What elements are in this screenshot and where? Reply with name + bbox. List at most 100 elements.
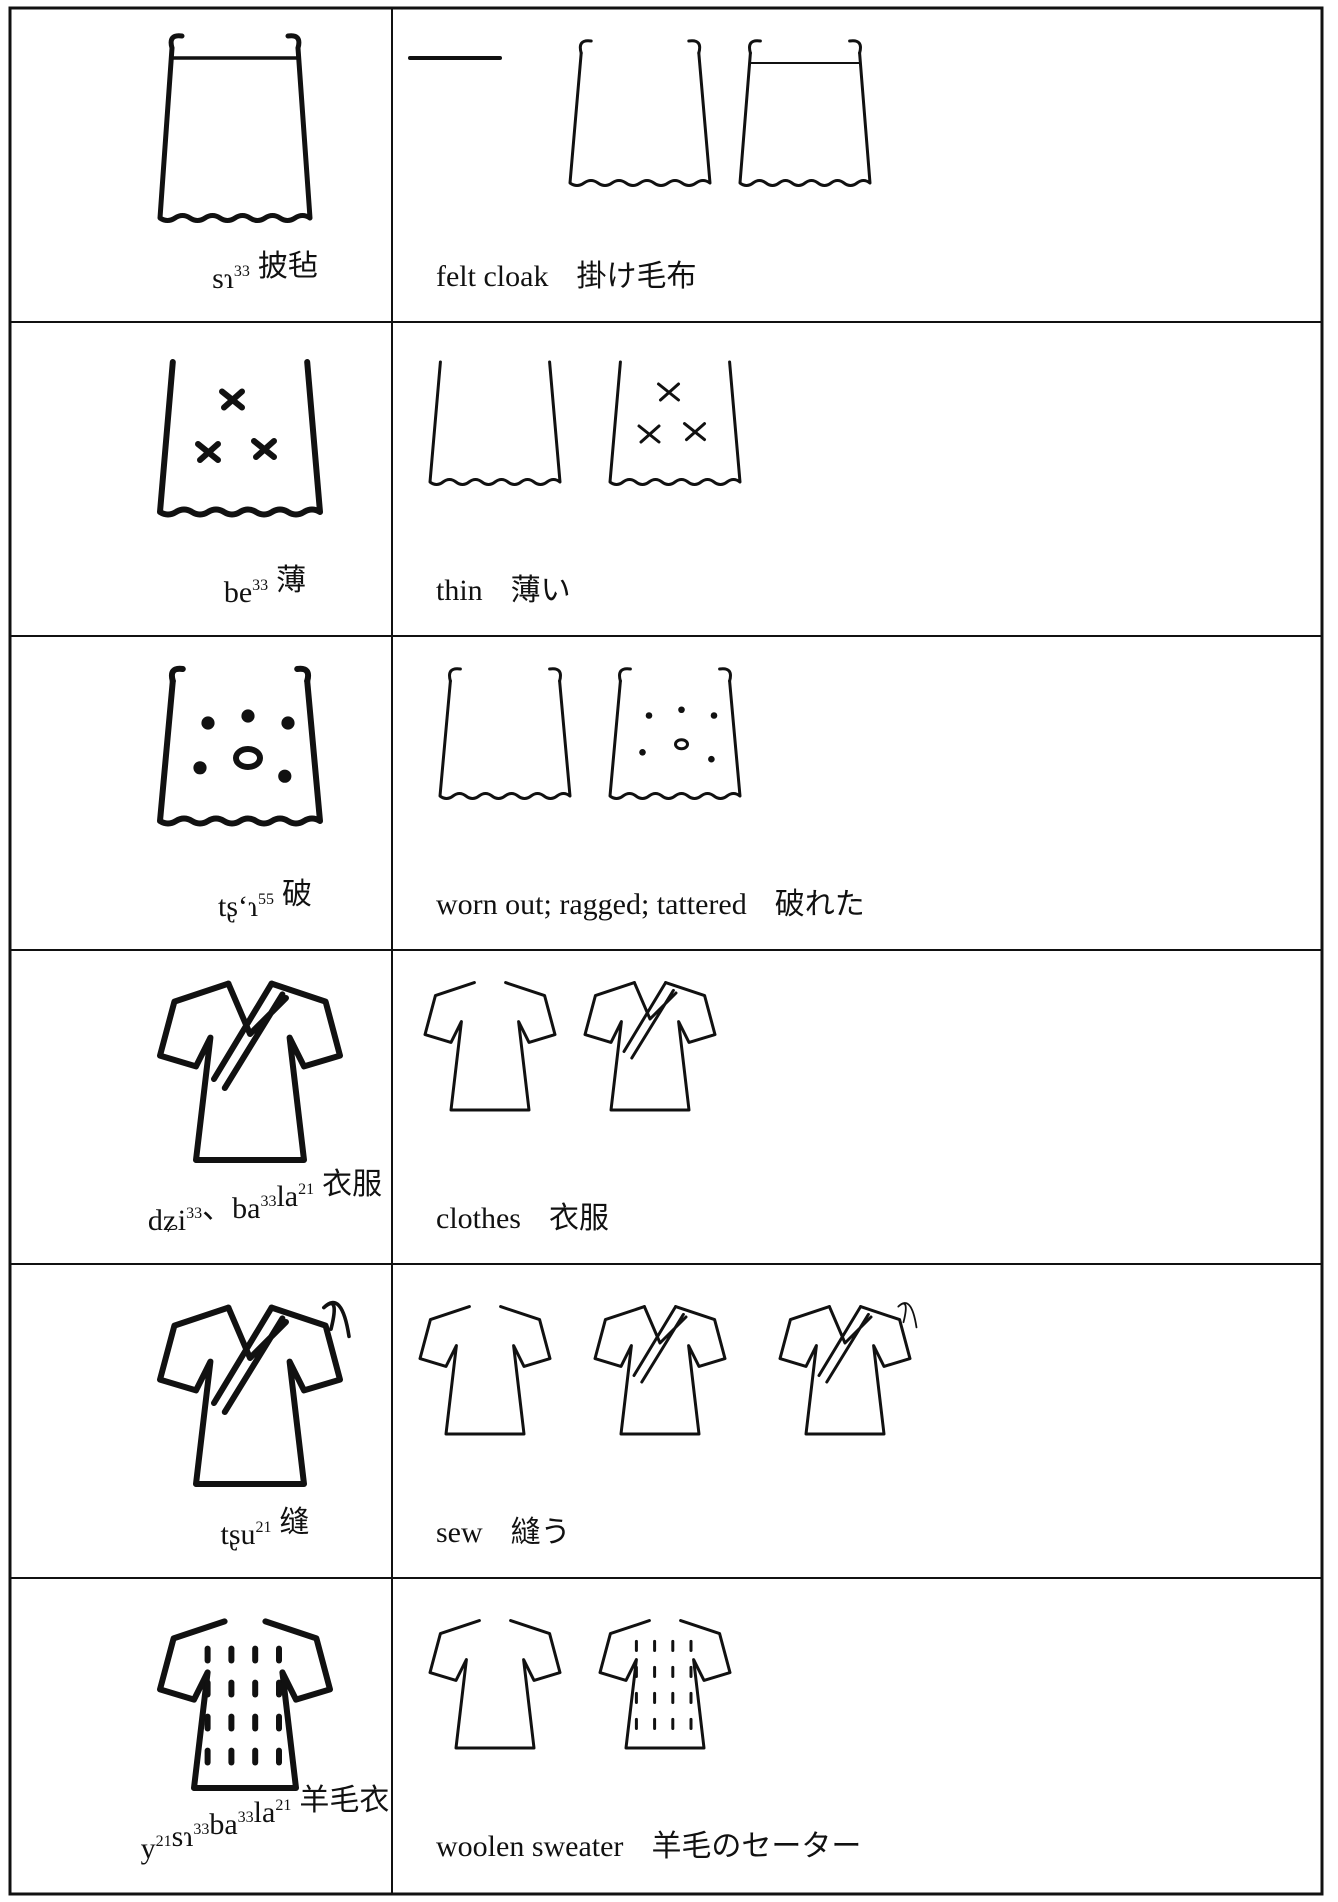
pictograph-stroke	[219, 388, 245, 411]
reading-syllable: y	[141, 1832, 156, 1865]
pictograph-stroke	[168, 33, 302, 51]
tone-number: 21	[156, 1833, 172, 1850]
tone-number: 33	[193, 1821, 209, 1838]
english-gloss: clothes	[436, 1202, 521, 1235]
meaning: woolen sweater 羊毛のセーター	[436, 1830, 861, 1863]
chinese-gloss: 披毡	[258, 250, 318, 283]
japanese-gloss: 羊毛のセーター	[651, 1830, 861, 1863]
meaning: clothes 衣服	[436, 1202, 609, 1235]
reading-syllable: tʂu	[220, 1518, 255, 1551]
pictograph-stroke	[157, 1618, 333, 1791]
pictograph-stroke	[897, 1302, 918, 1329]
reading-syllable: la	[254, 1796, 276, 1829]
tone-number: 33	[260, 1193, 276, 1210]
japanese-gloss: 掛け毛布	[576, 260, 696, 293]
pictograph-stroke	[195, 441, 221, 463]
pictograph-stroke	[251, 438, 277, 460]
tone-number: 21	[275, 1797, 291, 1814]
tone-number: 33	[238, 1809, 254, 1826]
tone-number: 21	[256, 1519, 272, 1536]
chinese-gloss: 破	[282, 878, 312, 911]
pictograph-stroke	[657, 382, 680, 402]
pictograph-stroke	[157, 359, 323, 518]
pictograph-stroke	[418, 1305, 552, 1436]
japanese-gloss: 縫う	[511, 1516, 571, 1549]
pictograph-stroke	[322, 1300, 351, 1339]
japanese-gloss: 破れた	[775, 888, 865, 921]
english-gloss: thin	[436, 574, 483, 607]
pictograph-stroke	[593, 1305, 727, 1436]
pictograph-dot	[201, 716, 215, 730]
pictograph-dot	[241, 709, 255, 723]
pictograph-stroke	[583, 981, 717, 1112]
pictograph-stroke	[622, 981, 678, 1060]
pictograph-stroke	[438, 679, 572, 800]
pictograph-hole	[233, 746, 263, 770]
english-gloss: felt cloak	[436, 260, 548, 293]
pictograph-stroke	[423, 981, 557, 1112]
pictograph-dot	[710, 712, 718, 719]
pictograph-stroke	[817, 1305, 873, 1384]
reading-syllable: 、ba	[202, 1192, 260, 1225]
pictograph-stroke	[428, 1619, 562, 1750]
english-gloss: worn out; ragged; tattered	[436, 888, 747, 921]
english-gloss: woolen sweater	[436, 1830, 623, 1863]
pictograph-dot	[193, 761, 207, 775]
reading-label: tʂʻɿ55 破	[218, 878, 312, 923]
chinese-gloss: 缝	[280, 1506, 310, 1539]
pictograph-stroke	[632, 1305, 688, 1384]
chinese-gloss: 薄	[276, 564, 306, 597]
pictograph-stroke	[157, 980, 343, 1163]
pictograph-dot	[708, 755, 715, 763]
pictograph-stroke	[157, 45, 313, 223]
reading-label: be33 薄	[224, 564, 306, 609]
pictograph-dot	[645, 712, 653, 719]
reading-label: sɿ33 披毡	[212, 250, 318, 295]
pictograph-stroke	[157, 1304, 343, 1487]
pictograph-stroke	[211, 980, 289, 1091]
chinese-gloss: 衣服	[322, 1168, 382, 1201]
tone-number: 33	[252, 577, 268, 594]
reading-label: y21sɿ33ba33la21 羊毛衣	[141, 1784, 390, 1865]
pictograph-dot	[639, 749, 646, 756]
reading-syllable: ba	[209, 1808, 237, 1841]
reading-syllable: sɿ	[172, 1820, 194, 1853]
reading-syllable: sɿ	[212, 262, 234, 295]
meaning: sew 縫う	[436, 1516, 571, 1549]
japanese-gloss: 薄い	[511, 574, 571, 607]
reading-label: tʂu21 缝	[220, 1506, 309, 1551]
chinese-gloss: 羊毛衣	[299, 1784, 389, 1817]
pictograph-stroke	[448, 667, 562, 683]
reading-label: dʑi33、ba33la21 衣服	[148, 1168, 382, 1237]
reading-syllable: tʂʻɿ	[218, 890, 258, 923]
pictograph-stroke	[778, 1305, 912, 1436]
pictograph-hole	[674, 738, 689, 751]
pictograph-stroke	[618, 667, 732, 683]
pictograph-stroke	[608, 360, 742, 486]
pictograph-stroke	[157, 678, 323, 827]
tone-number: 21	[298, 1181, 314, 1198]
tone-number: 33	[234, 263, 250, 280]
pictograph-stroke	[748, 39, 862, 55]
pictograph-dot	[278, 769, 292, 783]
pictograph-stroke	[598, 1619, 732, 1750]
tone-number: 55	[258, 891, 274, 908]
pictograph-stroke	[211, 1304, 289, 1415]
japanese-gloss: 衣服	[549, 1202, 609, 1235]
reading-syllable: la	[276, 1180, 298, 1213]
pictograph-stroke	[683, 422, 706, 442]
pictograph-stroke	[608, 679, 742, 800]
pictograph-stroke	[738, 51, 872, 187]
pictograph-stroke	[637, 424, 661, 444]
meaning: thin 薄い	[436, 574, 571, 607]
meaning: felt cloak 掛け毛布	[436, 260, 696, 293]
reading-syllable: be	[224, 576, 252, 609]
reading-syllable: dʑi	[148, 1204, 186, 1237]
pictograph-dot	[281, 716, 295, 730]
meaning: worn out; ragged; tattered 破れた	[436, 888, 865, 921]
pictograph-dot	[678, 706, 685, 714]
pictograph-stroke	[568, 51, 712, 187]
pictograph-stroke	[428, 360, 562, 486]
